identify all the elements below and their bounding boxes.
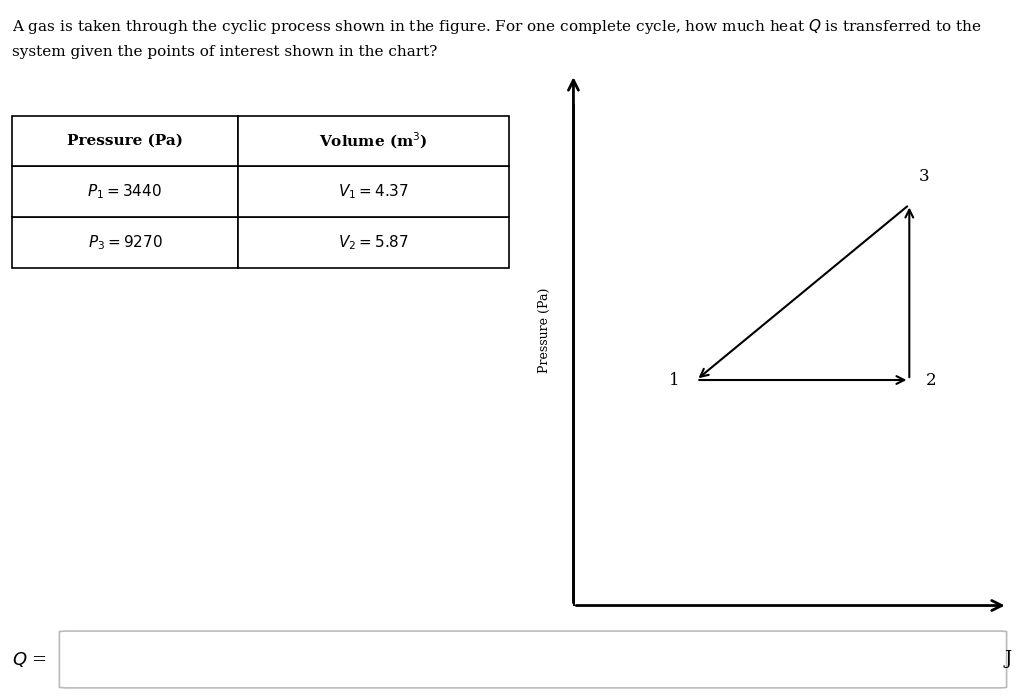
Text: Volume (m³): Volume (m³) [731,651,825,665]
Bar [12,217,238,268]
Text: A gas is taken through the cyclic process shown in the figure. For one complete : A gas is taken through the cyclic proces… [12,17,982,36]
Bar [12,116,238,166]
Text: Pressure (Pa): Pressure (Pa) [67,134,183,148]
Text: $V_2 = 5.87$: $V_2 = 5.87$ [338,233,409,252]
FancyBboxPatch shape [59,631,1007,688]
Bar [12,166,238,217]
Bar [238,166,509,217]
Text: $P_1 = 3440$: $P_1 = 3440$ [87,182,163,201]
Text: 1: 1 [670,372,680,388]
Bar [238,217,509,268]
Text: system given the points of interest shown in the chart?: system given the points of interest show… [12,45,437,59]
Text: $V_1 = 4.37$: $V_1 = 4.37$ [338,182,409,201]
Bar [238,116,509,166]
Text: 3: 3 [920,168,930,184]
Text: 2: 2 [926,372,936,388]
Text: $P_3 = 9270$: $P_3 = 9270$ [88,233,162,252]
Text: J: J [1005,651,1012,668]
Text: Volume (m$^3$): Volume (m$^3$) [318,131,428,151]
Text: $Q$ =: $Q$ = [12,650,47,669]
Text: Pressure (Pa): Pressure (Pa) [539,287,551,372]
